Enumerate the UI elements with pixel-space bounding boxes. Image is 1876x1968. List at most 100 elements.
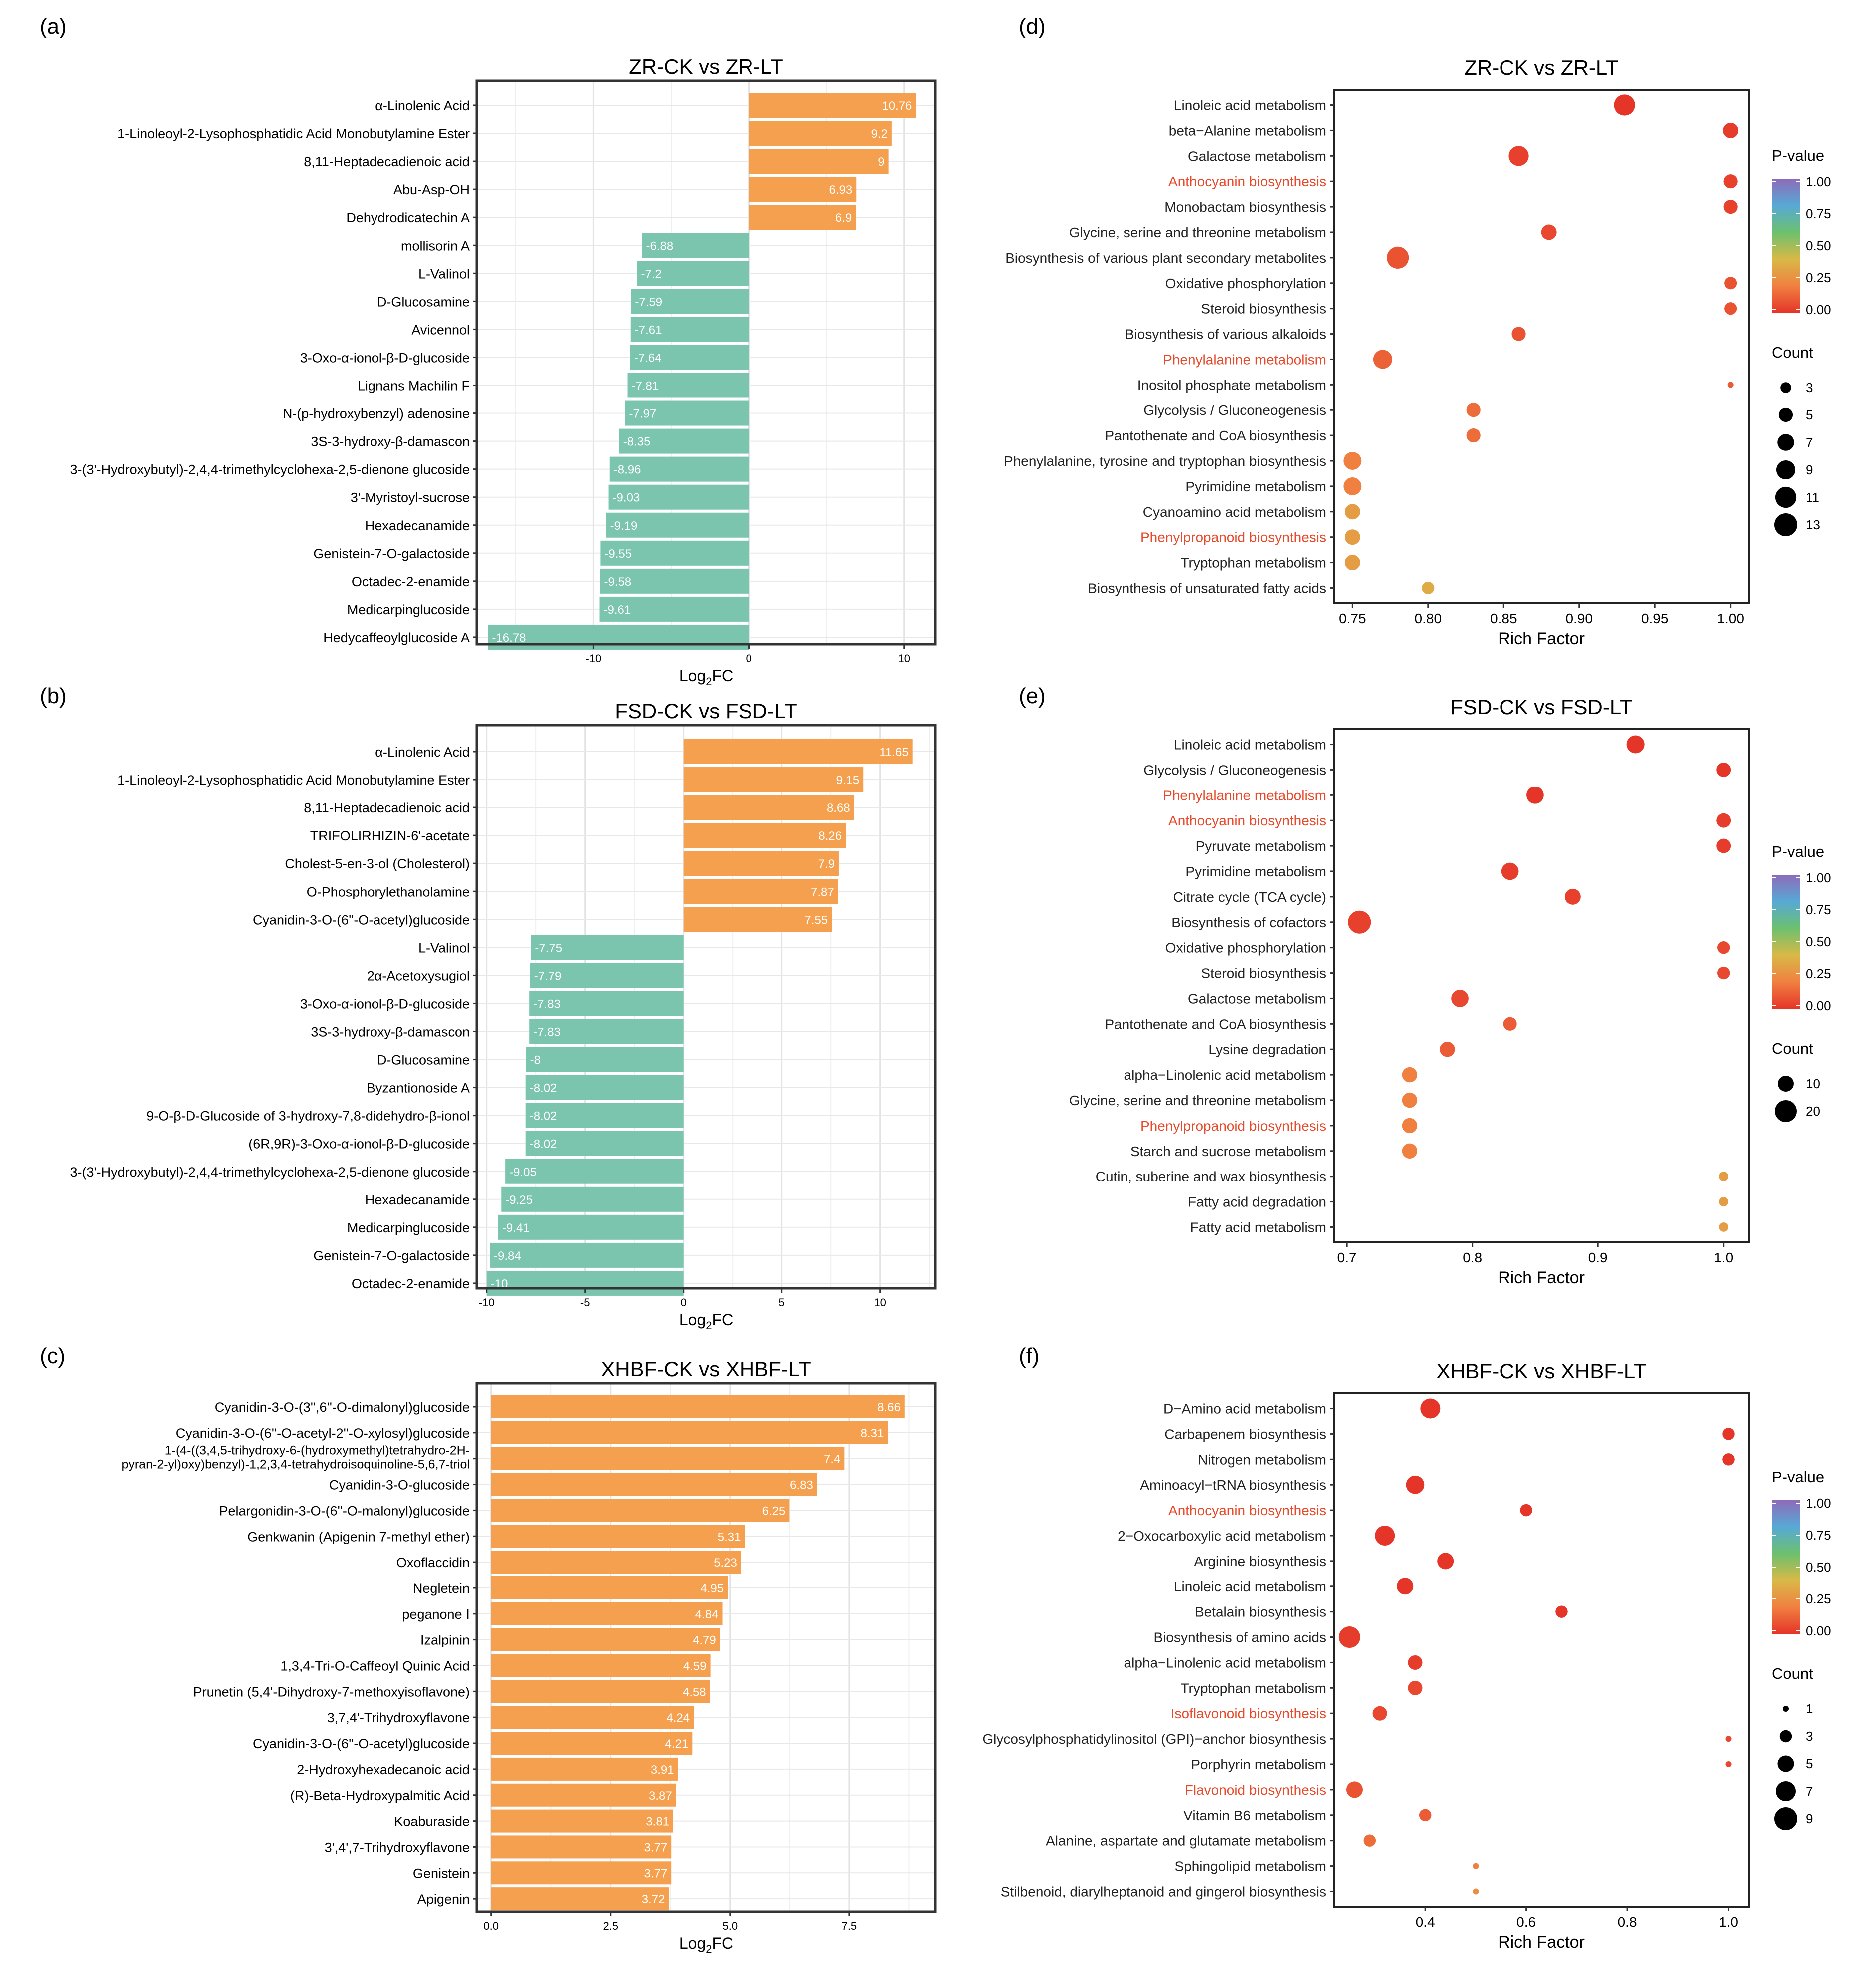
size-key-label: 13 [1806,517,1820,532]
category-label: Apigenin [417,1892,470,1907]
data-point [1719,1222,1729,1232]
x-tick-label: 7.5 [842,1920,857,1932]
panel-label: (c) [40,1344,65,1368]
bar-value-label: -16.78 [492,631,526,645]
bar [609,456,749,482]
bar-value-label: 6.93 [829,183,853,197]
category-label: 3-Oxo-α-ionol-β-D-glucoside [300,350,470,365]
data-point [1723,122,1739,138]
data-point [1555,1605,1568,1618]
x-tick-label: 2.5 [603,1920,618,1932]
bar [749,93,916,118]
bar-value-label: -7.64 [634,351,662,365]
panel-label: (d) [1019,14,1046,39]
color-bar-label: 0.75 [1806,902,1831,917]
category-label: 3S-3-hydroxy-β-damascon [311,1025,470,1040]
pathway-label: Cutin, suberine and wax biosynthesis [1096,1169,1326,1184]
legend-title: P-value [1772,1468,1824,1486]
bar-value-label: 7.4 [824,1453,840,1466]
bar-value-label: -8.02 [530,1138,557,1151]
bar-value-label: -9.84 [494,1249,521,1263]
pathway-label: Phenylpropanoid biosynthesis [1140,1118,1326,1134]
plot-frame [475,1382,937,1913]
category-label: Pelargonidin-3-O-(6''-O-malonyl)glucosid… [219,1503,470,1518]
bar [505,1159,684,1184]
data-point [1466,428,1481,443]
category-label: Cyanidin-3-O-(6''-O-acetyl-2''-O-xylosyl… [176,1426,470,1441]
legend-title: P-value [1772,147,1824,164]
bar [529,991,684,1016]
pathway-label: Biosynthesis of amino acids [1153,1630,1326,1645]
color-bar-label: 0.00 [1806,1623,1831,1638]
data-point [1564,888,1581,905]
chart-title: XHBF-CK vs XHBF-LT [601,1357,811,1381]
bar [630,345,749,370]
x-tick-label: 0 [746,652,751,665]
data-point [1466,403,1481,417]
data-point [1614,94,1635,116]
data-point [1344,555,1360,571]
x-tick-label: 0.80 [1415,611,1442,626]
bar-value-label: -7.83 [533,997,561,1011]
category-label: 8,11-Heptadecadienoic acid [304,800,470,815]
bar-value-label: 3.72 [642,1893,665,1906]
bar [608,484,749,510]
bar-value-label: 8.26 [818,829,842,843]
pathway-label: Oxidative phosphorylation [1165,276,1326,291]
category-label: Dehydrodicatechin A [346,210,470,225]
color-bar-label: 0.25 [1806,270,1831,285]
color-bar [1772,1500,1800,1634]
size-key-dot [1778,407,1793,422]
size-key-dot [1780,382,1791,393]
size-key-label: 3 [1806,380,1813,395]
bar-chart-a: (a) ZR-CK vs ZR-LT 10.76 9.2 9 6.93 6.9 -6.88 -7… [40,14,937,688]
bar-value-label: 4.21 [665,1737,689,1751]
pathway-label: Pyrimidine metabolism [1185,864,1326,879]
bar [625,400,749,426]
bar [491,1576,728,1599]
bar [683,879,838,904]
x-axis-title: Log2FC [679,667,733,688]
data-point [1724,302,1737,315]
data-point [1508,146,1529,166]
data-point [1422,581,1435,594]
category-label: α-Linolenic Acid [375,745,470,760]
data-point [1626,735,1645,754]
size-key-dot [1777,434,1794,451]
bar [491,1628,720,1651]
data-point [1402,1118,1418,1134]
data-point [1722,1453,1735,1466]
color-bar-label: 0.50 [1806,934,1831,949]
pathway-label: Vitamin B6 metabolism [1183,1808,1326,1823]
size-key-dot [1776,460,1796,480]
category-label: Oxoflaccidin [396,1555,470,1570]
size-key-dot [1774,1807,1797,1830]
bar-value-label: 9.15 [836,774,859,787]
data-point [1343,477,1362,495]
pathway-label: Anthocyanin biosynthesis [1168,1503,1326,1518]
data-point [1473,1863,1479,1869]
pathway-label: Phenylpropanoid biosynthesis [1140,530,1326,545]
pathway-label: Linoleic acid metabolism [1174,737,1326,753]
pathway-label: Glycolysis / Gluconeogenesis [1143,402,1326,418]
pathway-label: Glycine, serine and threonine metabolism [1069,1093,1326,1108]
bar-value-label: 6.25 [762,1504,786,1518]
chart-title: FSD-CK vs FSD-LT [615,699,797,723]
data-point [1419,1809,1432,1822]
color-bar-label: 0.00 [1806,998,1831,1013]
data-point [1408,1655,1423,1670]
data-point [1372,1706,1387,1721]
bubble-chart-f: (f) XHBF-CK vs XHBF-LT D−Amino acid metabo… [982,1344,1831,1952]
size-key-dot [1774,513,1797,536]
bar-value-label: 8.66 [877,1401,901,1414]
bar-value-label: 5.31 [718,1530,741,1544]
category-label: Medicarpinglucoside [347,602,470,617]
bar-value-label: 3.91 [651,1763,674,1777]
bar [749,121,892,146]
category-label: (6R,9R)-3-Oxo-α-ionol-β-D-glucoside [248,1137,470,1152]
bar-value-label: 4.24 [666,1711,690,1725]
size-key-dot [1775,1100,1797,1122]
bar [683,795,854,820]
size-key-dot [1775,486,1797,508]
